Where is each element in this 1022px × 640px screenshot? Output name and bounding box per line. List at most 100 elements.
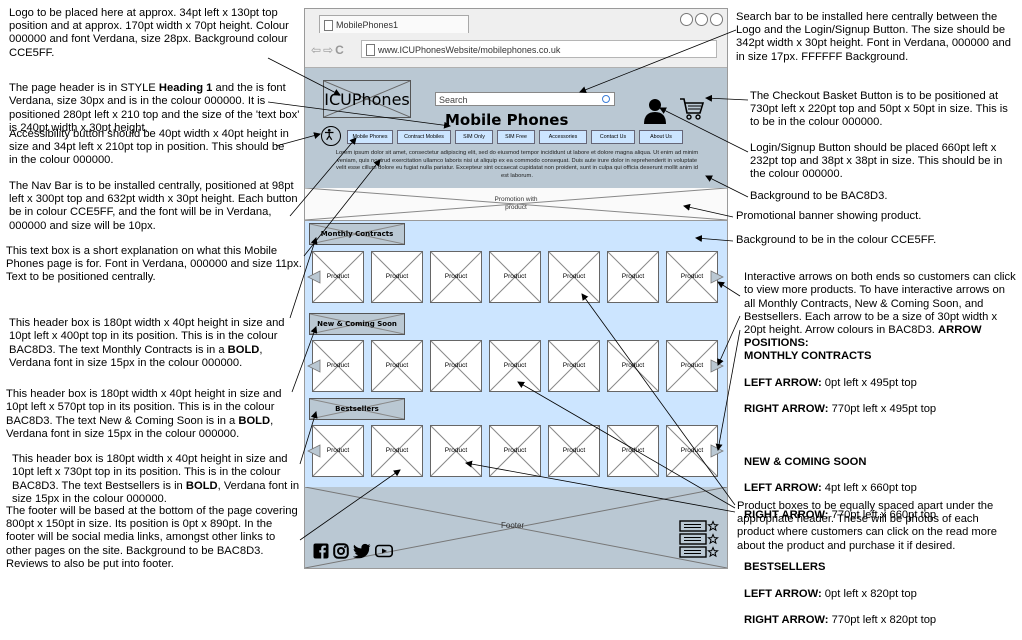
nav-item[interactable]: Mobile Phones: [347, 130, 393, 144]
product-label: Product: [326, 362, 350, 369]
note-arrows-bs-left: LEFT ARROW: 0pt left x 820pt top: [744, 588, 1019, 601]
section-title: Monthly Contracts: [320, 230, 394, 238]
note-arrows-nc-left: LEFT ARROW: 4pt left x 660pt top: [744, 482, 1019, 495]
product-label: Product: [562, 447, 586, 454]
search-icon[interactable]: [602, 95, 610, 103]
product-label: Product: [444, 362, 468, 369]
window-circle-icon[interactable]: [680, 13, 693, 26]
note-arrows-bs-left-value: 0pt left x 820pt top: [821, 587, 917, 600]
accessibility-icon: [324, 129, 334, 141]
product-card[interactable]: Product: [371, 425, 423, 477]
window-circle-icon[interactable]: [695, 13, 708, 26]
nav-item[interactable]: SIM Free: [497, 130, 535, 144]
note-navbar: The Nav Bar is to be installed centrally…: [9, 180, 298, 232]
product-card[interactable]: Product: [489, 425, 541, 477]
nav-item[interactable]: Contact Us: [591, 130, 635, 144]
wireframe-browser: MobilePhones1 ⇦⇨C www.ICUPhonesWebsite/m…: [304, 8, 728, 569]
placeholder-cross-icon: [608, 252, 658, 302]
note-arrows-mc: MONTHLY CONTRACTS: [744, 350, 1019, 363]
nav-item[interactable]: SIM Only: [455, 130, 493, 144]
product-card[interactable]: Product: [489, 340, 541, 392]
section-header: Monthly Contracts: [309, 223, 405, 245]
checkout-basket-icon[interactable]: [679, 96, 705, 122]
product-card[interactable]: Product: [430, 425, 482, 477]
product-card[interactable]: Product: [371, 340, 423, 392]
note-promo: Promotional banner showing product.: [736, 210, 922, 222]
note-arrows-bs-left-label: LEFT ARROW:: [744, 587, 822, 600]
note-arrows-mc-left-label: LEFT ARROW:: [744, 376, 822, 389]
note-arrows-bs-right: RIGHT ARROW: 770pt left x 820pt top: [744, 614, 1019, 627]
reload-icon[interactable]: C: [335, 43, 346, 57]
review-icon[interactable]: [679, 533, 719, 546]
note-arrows-mc-left-value: 0pt left x 495pt top: [821, 376, 917, 389]
note-arrows-nc-right-value: 770pt left x 660pt top: [828, 508, 937, 521]
youtube-icon[interactable]: [375, 543, 393, 559]
product-card[interactable]: Product: [489, 251, 541, 303]
left-arrow-icon[interactable]: [307, 270, 321, 284]
section-header: Bestsellers: [309, 398, 405, 420]
back-arrow-icon[interactable]: ⇦: [311, 43, 324, 57]
placeholder-cross-icon: [313, 341, 363, 391]
nav-item[interactable]: Accessories: [539, 130, 587, 144]
accessibility-button[interactable]: [321, 126, 341, 146]
product-card[interactable]: Product: [548, 425, 600, 477]
product-label: Product: [621, 447, 645, 454]
placeholder-cross-icon: [490, 252, 540, 302]
note-bg-bac: Background to be BAC8D3.: [750, 190, 888, 202]
note-products: Product boxes to be equally spaced apart…: [737, 500, 997, 552]
page-icon: [366, 44, 375, 56]
note-accessibility: Accessibility button should be 40pt widt…: [9, 128, 289, 167]
nav-item[interactable]: Contract Mobiles: [397, 130, 451, 144]
placeholder-cross-icon: [431, 341, 481, 391]
product-label: Product: [680, 273, 704, 280]
product-card[interactable]: Product: [548, 340, 600, 392]
product-card[interactable]: Product: [607, 251, 659, 303]
placeholder-cross-icon: [431, 252, 481, 302]
product-label: Product: [385, 362, 409, 369]
placeholder-cross-icon: [313, 252, 363, 302]
placeholder-cross-icon: [372, 426, 422, 476]
product-label: Product: [621, 273, 645, 280]
note-page-header: The page header is in STYLE Heading 1 an…: [9, 69, 301, 135]
review-icon[interactable]: [679, 520, 719, 533]
instagram-icon[interactable]: [333, 543, 349, 559]
search-input[interactable]: Search: [435, 92, 615, 106]
product-card[interactable]: Product: [548, 251, 600, 303]
login-signup-icon[interactable]: [643, 98, 667, 124]
nav-item[interactable]: About Us: [639, 130, 683, 144]
forward-arrow-icon[interactable]: ⇨: [323, 43, 336, 57]
site-footer: Footer: [305, 487, 727, 568]
product-label: Product: [503, 362, 527, 369]
note-bestsellers-b: , Verdana font in size 15px in the colou…: [12, 479, 300, 505]
page-icon: [324, 20, 333, 31]
logo[interactable]: ICUPhones: [323, 80, 411, 118]
product-card[interactable]: Product: [607, 425, 659, 477]
browser-tab[interactable]: MobilePhones1: [319, 15, 469, 33]
twitter-icon[interactable]: [353, 543, 371, 559]
facebook-icon[interactable]: [313, 543, 329, 559]
window-circle-icon[interactable]: [710, 13, 723, 26]
note-monthly-bold: BOLD: [227, 343, 260, 356]
note-arrows-nc-right: RIGHT ARROW: 770pt left x 660pt top: [744, 509, 1019, 522]
placeholder-cross-icon: [310, 399, 404, 419]
note-bg-cce: Background to be in the colour CCE5FF.: [736, 234, 937, 246]
note-monthly-b: , Verdana font in size 15px in the colou…: [9, 343, 263, 369]
search-placeholder: Search: [439, 95, 468, 105]
right-arrow-icon[interactable]: [710, 359, 724, 373]
review-icon[interactable]: [679, 546, 719, 559]
right-arrow-icon[interactable]: [710, 270, 724, 284]
product-card[interactable]: Product: [430, 251, 482, 303]
right-arrow-icon[interactable]: [710, 444, 724, 458]
left-arrow-icon[interactable]: [307, 359, 321, 373]
section-header: New & Coming Soon: [309, 313, 405, 335]
address-bar[interactable]: www.ICUPhonesWebsite/mobilephones.co.uk: [361, 40, 717, 58]
left-arrow-icon[interactable]: [307, 444, 321, 458]
page-title: Mobile Phones: [445, 111, 569, 129]
product-card[interactable]: Product: [430, 340, 482, 392]
product-card[interactable]: Product: [607, 340, 659, 392]
note-arrows-intro: Interactive arrows on both ends so custo…: [744, 271, 1016, 337]
product-card[interactable]: Product: [371, 251, 423, 303]
product-card[interactable]: Product: [312, 425, 364, 477]
note-arrows-bs: BESTSELLERS: [744, 561, 1019, 574]
promo-banner[interactable]: Promotion with product: [305, 188, 727, 221]
